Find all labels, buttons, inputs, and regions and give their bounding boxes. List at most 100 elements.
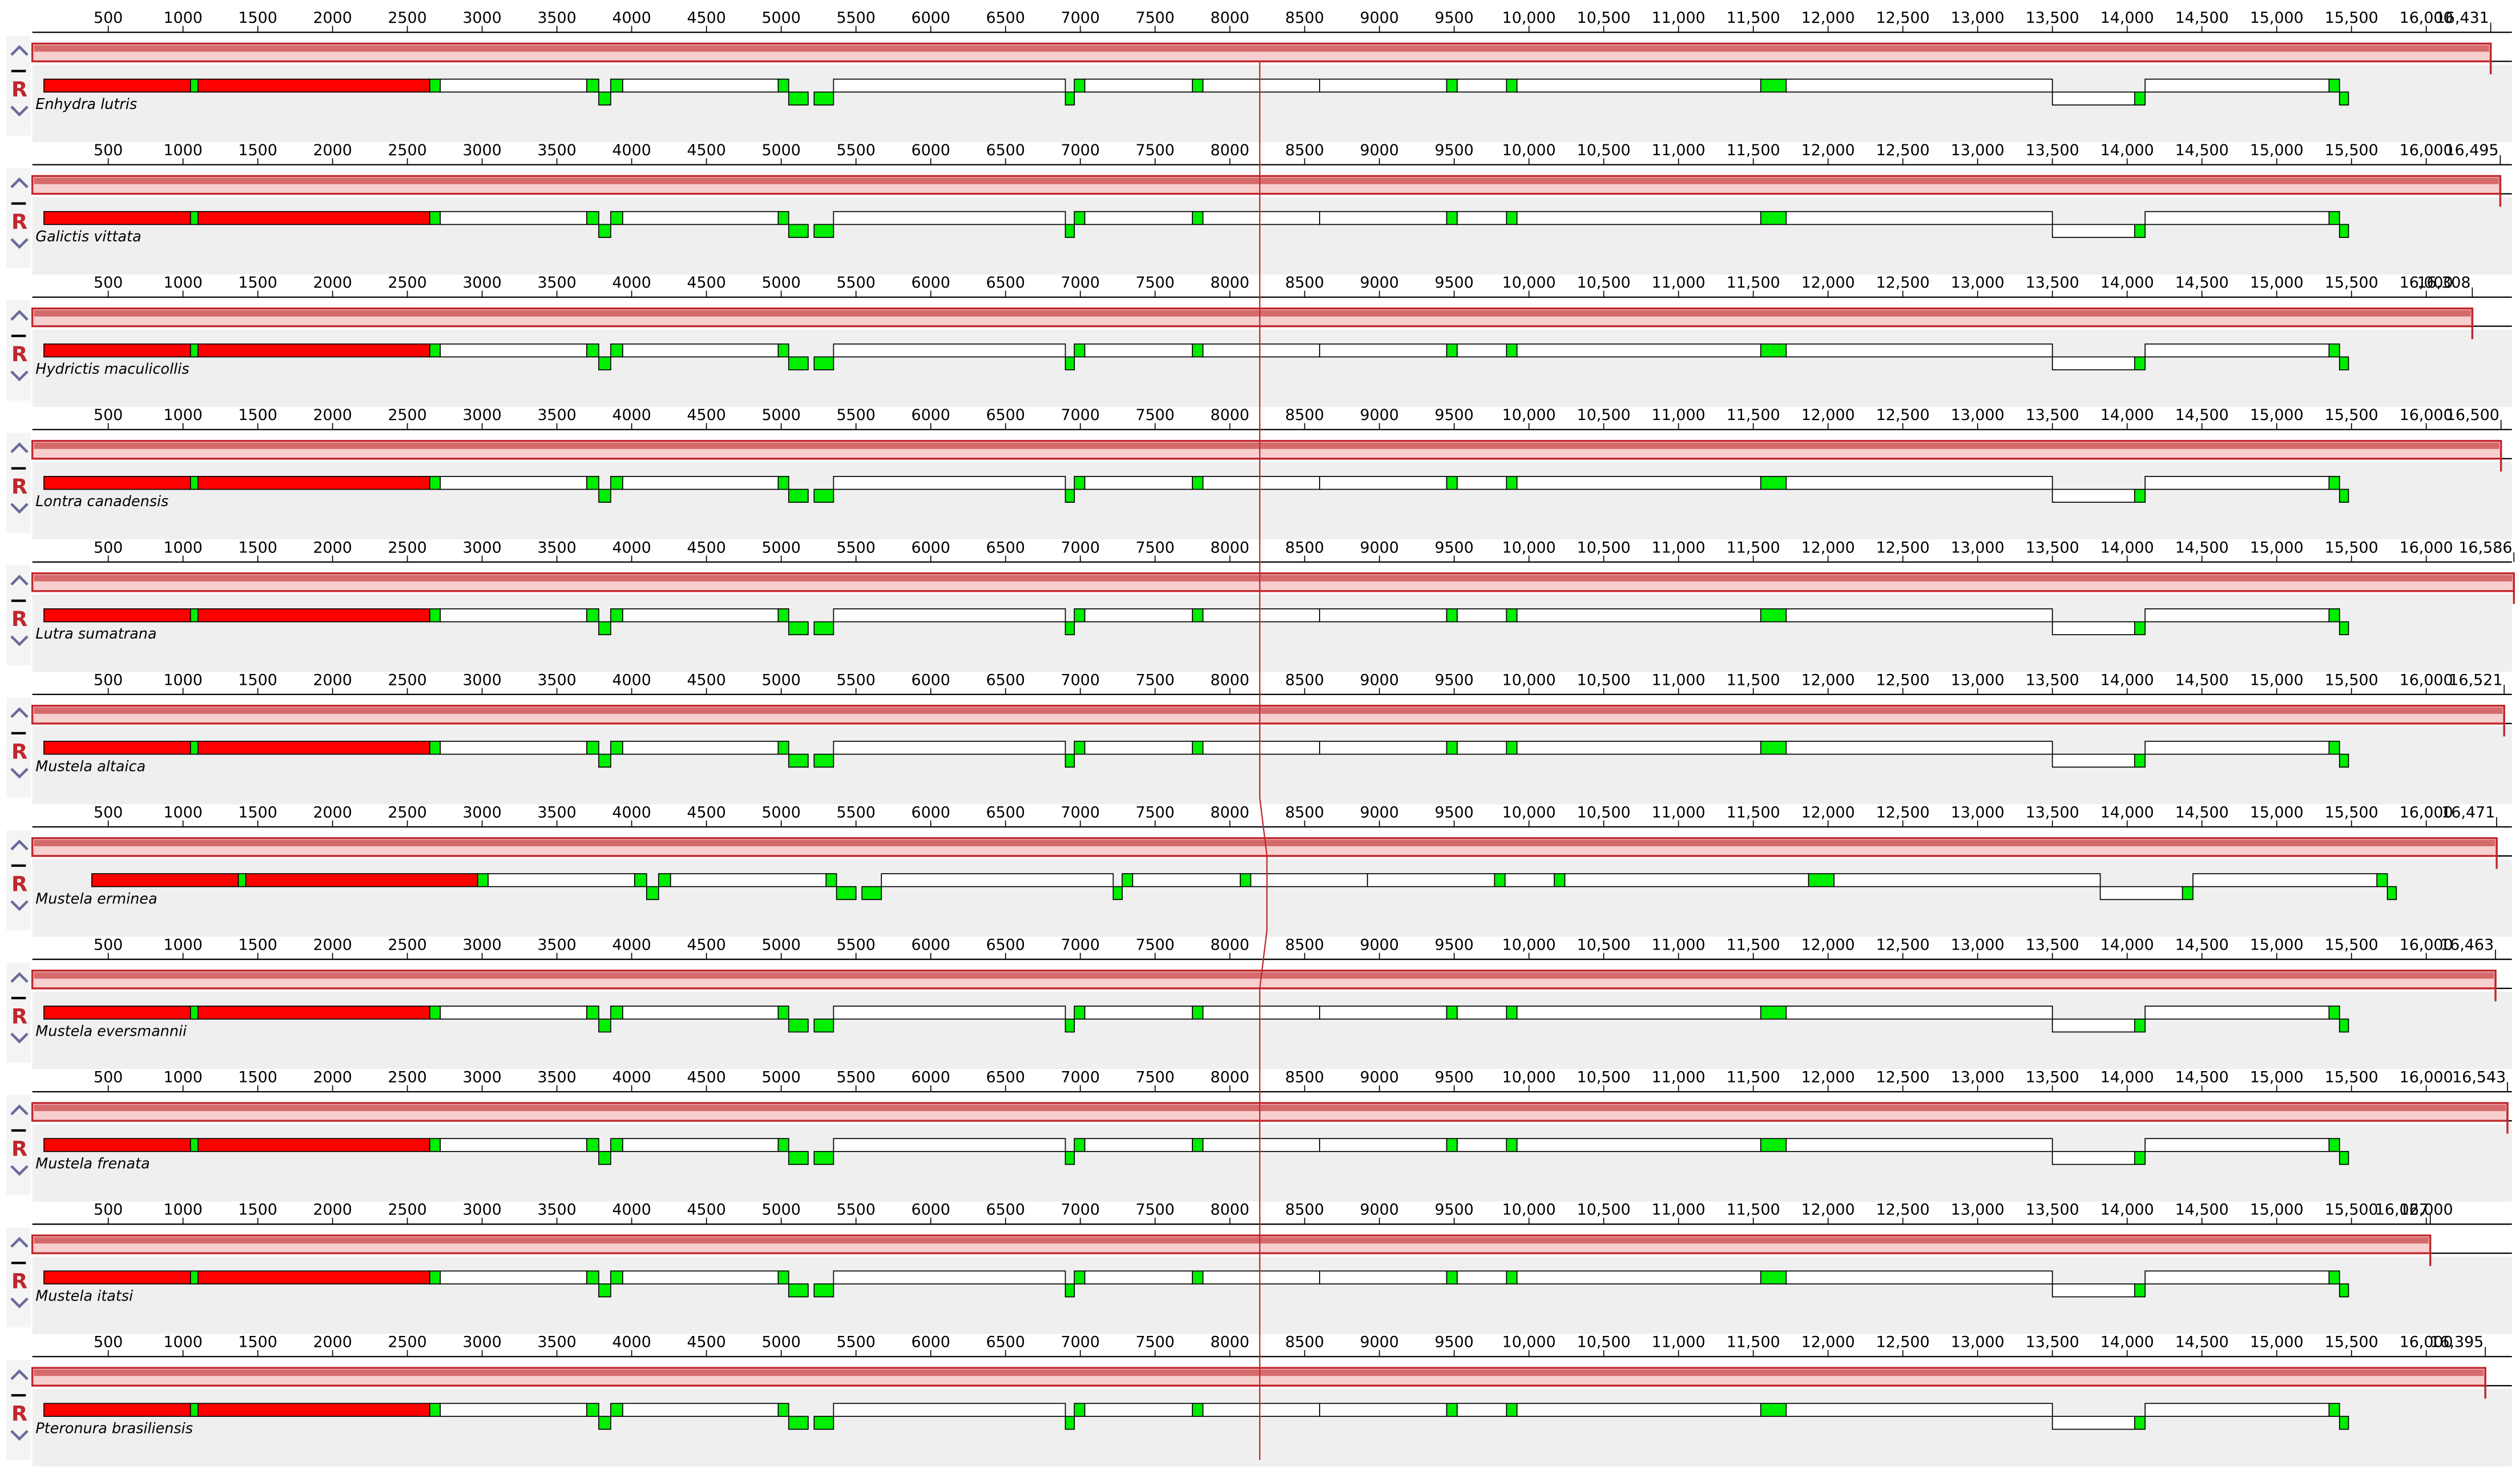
ruler-tick-label: 9500 xyxy=(1434,1201,1473,1219)
ruler-tick-label: 500 xyxy=(94,936,123,954)
gene-feature xyxy=(670,873,827,887)
scroll-down-button[interactable] xyxy=(10,900,29,911)
gene-feature xyxy=(197,343,430,358)
reset-button[interactable]: R xyxy=(11,871,27,896)
ruler-tick-label: 12,500 xyxy=(1876,1334,1930,1351)
scroll-up-button[interactable] xyxy=(10,707,29,718)
gene-feature xyxy=(1202,476,1320,490)
gene-feature xyxy=(2051,224,2135,238)
ruler-tick-label: 2500 xyxy=(388,936,426,954)
reset-button[interactable]: R xyxy=(11,342,27,366)
ruler-tick-label: 4000 xyxy=(612,1201,651,1219)
gene-feature xyxy=(1760,1005,1787,1020)
gene-feature xyxy=(1506,608,1518,623)
ruler-tick-label: 4000 xyxy=(612,9,651,27)
ruler-tick-label: 8500 xyxy=(1285,142,1324,159)
ruler-tick-label: 6000 xyxy=(911,406,950,424)
ruler-tick-label: 2000 xyxy=(313,936,352,954)
scroll-up-button[interactable] xyxy=(10,1104,29,1116)
ruler-tick-label: 16,000 xyxy=(2400,1201,2453,1219)
ruler-tick-label: 500 xyxy=(94,539,123,556)
reset-button[interactable]: R xyxy=(11,209,27,234)
ruler-tick-label: 15,000 xyxy=(2250,803,2304,821)
gene-feature xyxy=(2099,886,2183,900)
gene-feature xyxy=(1506,476,1518,490)
ruler-tick-label: 1000 xyxy=(163,1334,202,1351)
ruler-tick-label: 6000 xyxy=(911,1069,950,1087)
scroll-up-button[interactable] xyxy=(10,310,29,321)
reset-button[interactable]: R xyxy=(11,474,27,499)
ruler-tick-label: 10,500 xyxy=(1577,9,1631,27)
scroll-down-button[interactable] xyxy=(10,1165,29,1176)
ruler-tick-label: 7000 xyxy=(1061,936,1099,954)
gene-feature xyxy=(189,741,199,755)
genome-name: Mustela erminea xyxy=(35,890,157,907)
scroll-down-button[interactable] xyxy=(10,1032,29,1044)
scroll-down-button[interactable] xyxy=(10,1297,29,1309)
reset-button[interactable]: R xyxy=(11,1402,27,1426)
scroll-up-button[interactable] xyxy=(10,972,29,983)
ruler-tick-label: 2000 xyxy=(313,274,352,292)
ruler-tick-label: 500 xyxy=(94,9,123,27)
gene-feature xyxy=(43,1403,191,1417)
ruler-tick-label: 10,000 xyxy=(1502,1201,1556,1219)
ruler-tick-label: 14,500 xyxy=(2175,274,2229,292)
ruler-tick-label: 13,500 xyxy=(2026,803,2079,821)
scroll-down-button[interactable] xyxy=(10,370,29,382)
reset-button[interactable]: R xyxy=(11,1269,27,1294)
ruler-tick-label: 8000 xyxy=(1210,539,1249,556)
gene-feature xyxy=(1760,608,1787,623)
ruler-tick-label: 11,500 xyxy=(1727,671,1780,689)
gene-feature xyxy=(237,873,247,887)
ruler-tick-label: 6500 xyxy=(986,274,1025,292)
gene-feature xyxy=(586,1403,599,1417)
gene-feature xyxy=(1202,1270,1320,1285)
scroll-up-button[interactable] xyxy=(10,1369,29,1380)
ruler-tick-label: 6500 xyxy=(986,539,1025,556)
gene-feature xyxy=(1506,78,1518,93)
scroll-down-button[interactable] xyxy=(10,635,29,647)
track-background xyxy=(32,859,2512,937)
gene-feature xyxy=(1084,476,1194,490)
ruler-tick-label: 7500 xyxy=(1135,671,1174,689)
gene-feature xyxy=(586,1270,599,1285)
ruler-tick-label: 3500 xyxy=(537,539,576,556)
gene-feature xyxy=(1074,1005,1086,1020)
gene-feature xyxy=(777,476,789,490)
ruler-tick-label: 7500 xyxy=(1135,936,1174,954)
ruler-tick-label: 4500 xyxy=(687,671,725,689)
ruler-tick-label: 14,000 xyxy=(2100,1069,2154,1087)
reset-button[interactable]: R xyxy=(11,607,27,631)
gene-feature xyxy=(1785,1270,2053,1285)
gene-feature xyxy=(777,1403,789,1417)
ruler-tick-label: 4500 xyxy=(687,803,725,821)
gene-feature xyxy=(1319,608,1448,623)
scroll-up-button[interactable] xyxy=(10,1237,29,1248)
ruler-tick-label: 10,000 xyxy=(1502,9,1556,27)
scroll-up-button[interactable] xyxy=(10,575,29,586)
scroll-down-button[interactable] xyxy=(10,238,29,249)
reset-button[interactable]: R xyxy=(11,77,27,102)
ruler-tick-label: 1500 xyxy=(238,406,277,424)
scroll-down-button[interactable] xyxy=(10,503,29,514)
scroll-down-button[interactable] xyxy=(10,768,29,779)
similarity-profile xyxy=(34,1104,2506,1112)
scroll-up-button[interactable] xyxy=(10,839,29,851)
gene-feature xyxy=(1516,343,1761,358)
ruler-tick-label: 500 xyxy=(94,671,123,689)
scroll-down-button[interactable] xyxy=(10,106,29,117)
scroll-up-button[interactable] xyxy=(10,177,29,188)
scroll-down-button[interactable] xyxy=(10,1429,29,1441)
control-background xyxy=(6,962,31,1063)
ruler-tick-label: 9000 xyxy=(1360,406,1398,424)
genome-name: Lontra canadensis xyxy=(35,493,168,510)
scroll-up-button[interactable] xyxy=(10,442,29,454)
reset-button[interactable]: R xyxy=(11,1137,27,1161)
ruler-tick-label: 12,000 xyxy=(1801,1069,1855,1087)
gene-feature xyxy=(813,91,834,106)
reset-button[interactable]: R xyxy=(11,1004,27,1028)
scroll-up-button[interactable] xyxy=(10,45,29,56)
reset-button[interactable]: R xyxy=(11,739,27,764)
lcb-connector xyxy=(1259,61,1268,1460)
ruler-tick-label: 10,000 xyxy=(1502,539,1556,556)
